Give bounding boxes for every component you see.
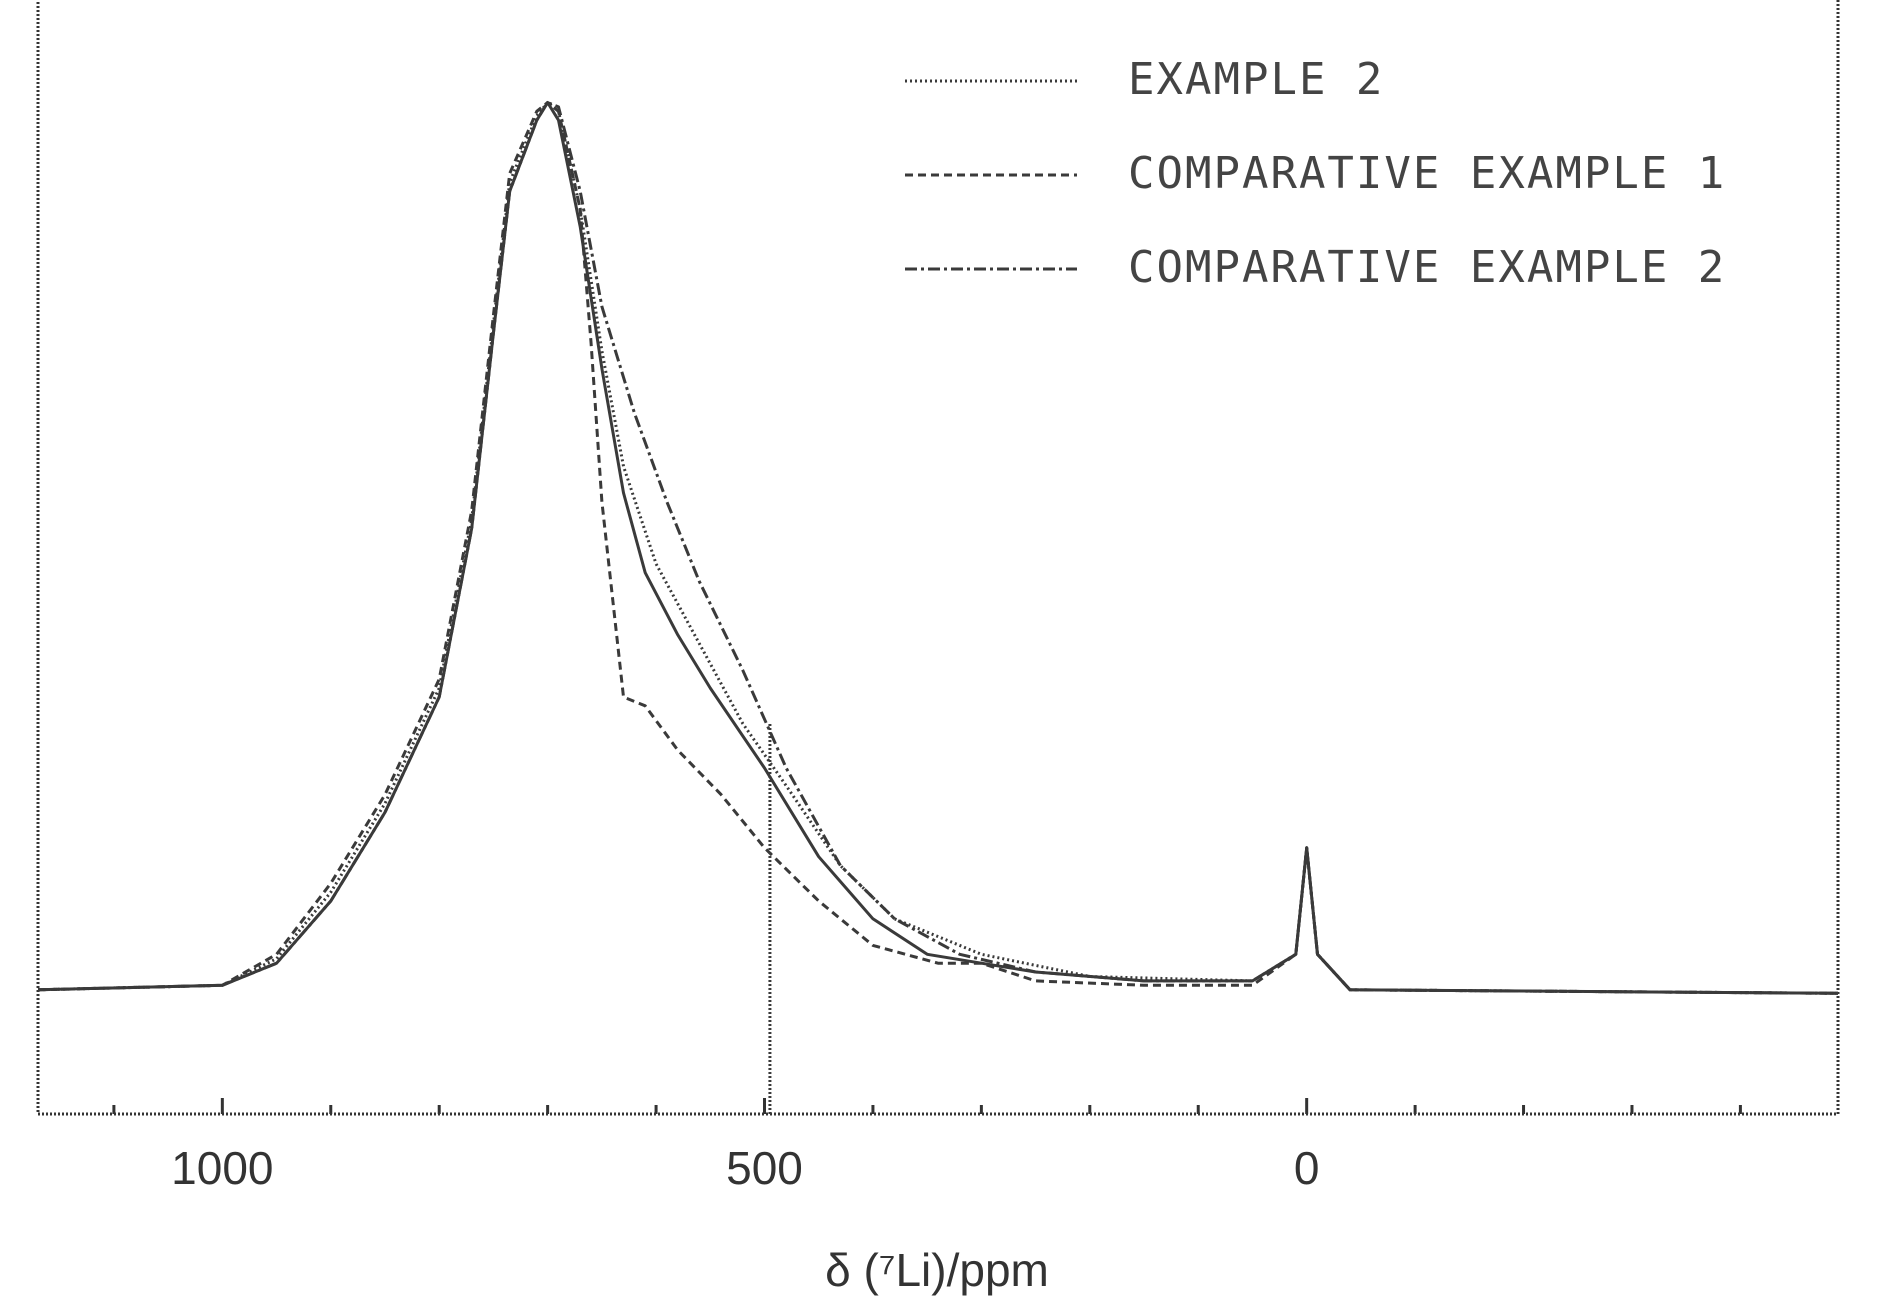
legend-label-example-2: EXAMPLE 2 (1128, 54, 1384, 105)
series-line-comparative-example-2 (38, 103, 1838, 994)
x-axis-ticks: 1000 500 0 (114, 1098, 1741, 1194)
legend-label-comparative-example-2: COMPARATIVE EXAMPLE 2 (1128, 242, 1726, 293)
x-axis-title: δ (⁷Li)/ppm (825, 1244, 1049, 1296)
x-tick-label-1000: 1000 (171, 1142, 273, 1194)
legend-label-example-1: EXAMPLE 1 (1128, 0, 1384, 11)
series-layer (38, 103, 1838, 994)
legend: EXAMPLE 1 EXAMPLE 2 COMPARATIVE EXAMPLE 1 C… (905, 0, 1726, 293)
x-tick-label-0: 0 (1294, 1142, 1320, 1194)
series-line-comparative-example-1 (38, 103, 1838, 994)
series-line-example-1 (38, 103, 1838, 994)
series-line-example-2 (38, 103, 1838, 994)
x-tick-label-500: 500 (726, 1142, 803, 1194)
legend-label-comparative-example-1: COMPARATIVE EXAMPLE 1 (1128, 148, 1726, 199)
